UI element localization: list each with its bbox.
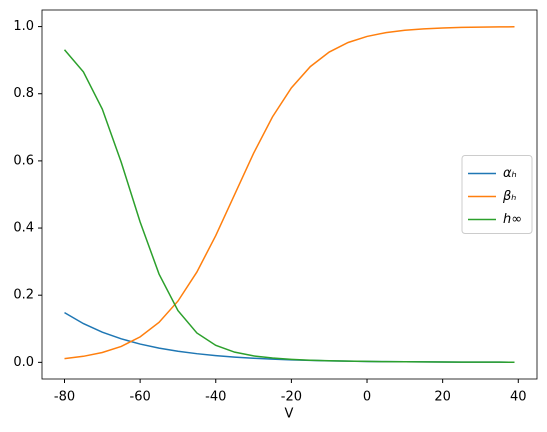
x-tick-label: -60	[130, 390, 151, 405]
x-tick-label: 0	[363, 390, 371, 405]
legend-label: h∞	[503, 212, 522, 227]
x-tick-label: -80	[54, 390, 75, 405]
legend-label: αₕ	[503, 166, 517, 181]
y-tick-label: 0.6	[13, 153, 34, 168]
legend-box	[461, 155, 533, 234]
series-line	[64, 312, 515, 363]
series-line	[64, 26, 515, 360]
y-tick-label: 1.0	[13, 19, 34, 34]
x-tick-label: 20	[434, 390, 451, 405]
axes-frame	[41, 9, 538, 380]
legend-label: βₕ	[502, 189, 516, 204]
x-tick-label: 40	[510, 390, 527, 405]
y-tick-label: 0.0	[13, 355, 34, 370]
x-axis-label: V	[285, 407, 294, 422]
series-line	[63, 49, 515, 363]
x-tick-label: -20	[281, 390, 302, 405]
y-tick-label: 0.2	[13, 288, 34, 303]
y-tick-label: 0.4	[13, 221, 34, 236]
x-tick-label: -40	[205, 390, 226, 405]
y-tick-label: 0.8	[13, 86, 34, 101]
